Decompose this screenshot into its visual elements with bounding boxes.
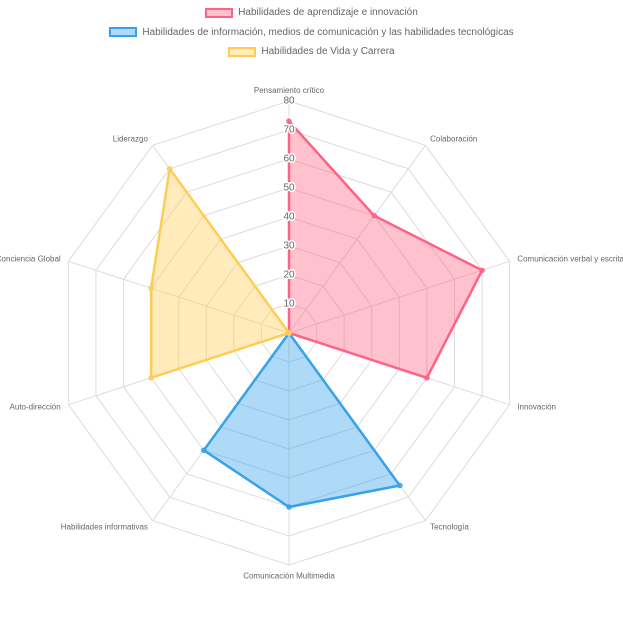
axis-label-8: Auto-dirección <box>10 403 61 412</box>
axis-label-5: Tecnología <box>430 523 469 532</box>
data-point[interactable] <box>371 212 378 219</box>
legend-swatch-life-career <box>228 46 257 57</box>
legend-label: Habilidades de Vida y Carrera <box>261 46 395 57</box>
axis-label-1: Pensamiento crítico <box>254 86 325 95</box>
legend-swatch-information-media-tech <box>109 27 138 37</box>
data-point[interactable] <box>286 118 292 125</box>
data-point[interactable] <box>286 504 292 510</box>
tick-label-50: 50 <box>283 183 295 194</box>
axis-label-7: Habilidades informativas <box>61 523 148 532</box>
data-point[interactable] <box>201 447 207 454</box>
axis-label-4: Innovación <box>517 403 556 412</box>
tick-label-70: 70 <box>283 125 295 136</box>
data-point[interactable] <box>479 267 485 274</box>
tick-label-60: 60 <box>283 154 295 165</box>
axis-label-2: Colaboración <box>430 134 477 143</box>
legend-label: Habilidades de información, medios de co… <box>142 26 514 38</box>
legend-item-information-media-tech[interactable]: Habilidades de información, medios de co… <box>109 24 514 41</box>
grid-spoke-9 <box>68 260 290 334</box>
radar-series <box>148 118 485 510</box>
data-point[interactable] <box>148 285 154 292</box>
data-point[interactable] <box>424 374 430 381</box>
axis-label-3: Comunicación verbal y escrita <box>517 254 623 263</box>
data-point[interactable] <box>396 482 403 489</box>
axis-label-6: Comunicación Multimedia <box>243 572 335 581</box>
legend-label: Habilidades de aprendizaje e innovación <box>238 7 418 18</box>
series-area-3 <box>149 165 292 380</box>
data-point[interactable] <box>166 166 173 172</box>
tick-label-80: 80 <box>283 96 295 107</box>
series-area-2 <box>202 330 402 509</box>
tick-label-40: 40 <box>283 212 295 223</box>
axis-label-9: Conciencia Global <box>0 254 61 263</box>
data-point[interactable] <box>286 330 292 336</box>
axis-label-10: Liderazgo <box>113 134 149 143</box>
radar-point-labels: Pensamiento crítico Colaboración Comunicac… <box>0 86 623 581</box>
tick-label-10: 10 <box>283 299 295 310</box>
data-point[interactable] <box>148 374 154 381</box>
grid-spoke-2 <box>288 145 426 334</box>
legend-swatch-learning-innovation <box>205 7 234 18</box>
legend-item-learning-innovation[interactable]: Habilidades de aprendizaje e innovación <box>205 4 418 21</box>
chart-legend: Habilidades de aprendizaje e innovación … <box>0 4 623 63</box>
legend-item-life-career[interactable]: Habilidades de Vida y Carrera <box>228 43 395 60</box>
grid-spoke-3 <box>288 260 510 334</box>
tick-label-20: 20 <box>283 270 295 281</box>
series-area-1 <box>287 118 484 380</box>
tick-label-30: 30 <box>283 241 295 252</box>
radar-ticks: 10 20 30 40 50 60 70 80 <box>282 94 297 311</box>
